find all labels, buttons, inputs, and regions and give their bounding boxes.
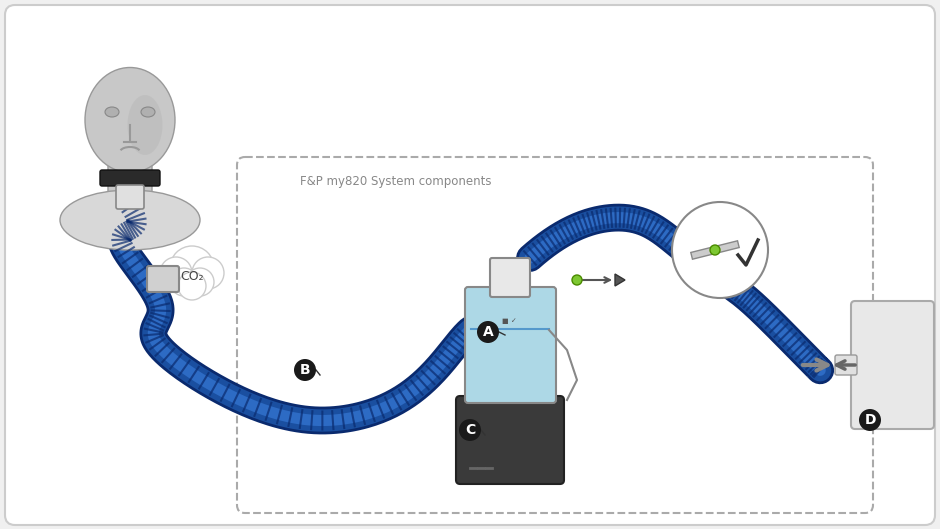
Circle shape xyxy=(477,321,499,343)
FancyBboxPatch shape xyxy=(5,5,935,525)
Circle shape xyxy=(672,202,768,298)
Ellipse shape xyxy=(85,68,175,172)
FancyBboxPatch shape xyxy=(465,287,556,403)
Text: CO₂: CO₂ xyxy=(180,269,204,282)
FancyBboxPatch shape xyxy=(456,396,564,484)
Circle shape xyxy=(859,409,881,431)
Text: D: D xyxy=(864,413,876,427)
Circle shape xyxy=(572,275,582,285)
Circle shape xyxy=(170,268,198,296)
FancyBboxPatch shape xyxy=(851,301,934,429)
Ellipse shape xyxy=(128,95,163,155)
Text: F&P my820 System components: F&P my820 System components xyxy=(300,175,492,188)
FancyBboxPatch shape xyxy=(147,266,179,292)
Ellipse shape xyxy=(60,190,200,250)
Text: ■ ✓: ■ ✓ xyxy=(502,318,517,324)
FancyBboxPatch shape xyxy=(490,258,530,297)
Circle shape xyxy=(160,257,192,289)
Polygon shape xyxy=(615,274,625,286)
Ellipse shape xyxy=(141,107,155,117)
Text: B: B xyxy=(300,363,310,377)
Circle shape xyxy=(192,257,224,289)
Circle shape xyxy=(178,272,206,300)
Text: C: C xyxy=(465,423,475,437)
Circle shape xyxy=(710,245,720,255)
FancyBboxPatch shape xyxy=(116,185,144,209)
Circle shape xyxy=(459,419,481,441)
Circle shape xyxy=(294,359,316,381)
Ellipse shape xyxy=(105,107,119,117)
FancyBboxPatch shape xyxy=(835,355,857,375)
Text: A: A xyxy=(482,325,494,339)
FancyBboxPatch shape xyxy=(100,170,160,186)
Circle shape xyxy=(170,246,214,290)
FancyBboxPatch shape xyxy=(108,163,152,202)
Circle shape xyxy=(186,268,214,296)
